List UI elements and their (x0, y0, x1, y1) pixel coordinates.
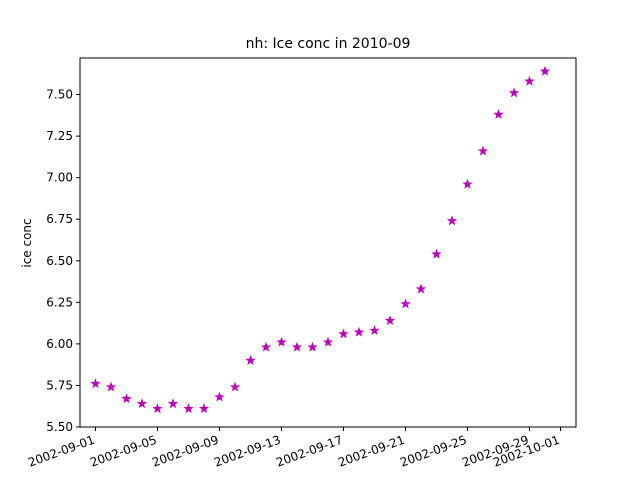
data-point (121, 393, 132, 404)
y-axis-label: ice conc (20, 218, 34, 267)
data-point (291, 341, 303, 352)
data-point (477, 145, 489, 156)
data-point (198, 403, 210, 414)
y-tick-label: 6.50 (46, 254, 73, 268)
x-tick-label: 2002-09-09 (150, 433, 220, 470)
data-point (229, 381, 241, 392)
data-point (431, 248, 442, 259)
data-point (90, 378, 101, 389)
x-tick-label: 2002-09-01 (26, 433, 96, 470)
data-point (214, 391, 225, 402)
x-tick-label: 2002-09-21 (336, 433, 406, 470)
data-point (353, 326, 365, 337)
data-point (415, 283, 427, 294)
y-tick-label: 7.00 (46, 171, 73, 185)
data-point (493, 109, 504, 119)
y-axis-ticks: 5.50 5.75 6.00 6.25 6.50 6.75 7.00 7.25 7.50 (46, 88, 80, 434)
plot-area (79, 57, 577, 428)
data-point (307, 341, 318, 352)
data-points (90, 65, 551, 414)
data-point (524, 75, 535, 86)
data-point (322, 336, 334, 347)
y-tick-label: 5.75 (46, 378, 73, 392)
data-point (369, 325, 380, 336)
data-point (400, 298, 411, 309)
x-axis-ticks: 2002-09-012002-09-052002-09-092002-09-13… (26, 427, 562, 470)
data-point (338, 328, 349, 339)
data-point (245, 355, 256, 365)
data-point (384, 315, 396, 326)
chart-title: nh: Ice conc in 2010-09 (246, 36, 411, 52)
data-point (167, 398, 179, 409)
y-tick-label: 6.75 (46, 212, 73, 226)
data-point (446, 215, 458, 226)
x-tick-label: 2002-09-25 (398, 433, 468, 470)
data-point (276, 336, 287, 347)
data-point (539, 65, 551, 76)
y-tick-label: 7.50 (46, 88, 73, 102)
y-tick-label: 6.00 (46, 337, 73, 351)
data-point (462, 178, 473, 189)
data-point (183, 403, 194, 414)
x-tick-label: 2002-09-05 (88, 433, 158, 470)
y-tick-label: 6.25 (46, 295, 73, 309)
y-tick-label: 7.25 (46, 129, 73, 143)
data-point (105, 381, 117, 392)
data-point (152, 403, 163, 414)
y-tick-label: 5.50 (46, 420, 73, 434)
x-tick-label: 2002-09-13 (212, 433, 282, 470)
x-tick-label: 2002-09-17 (274, 433, 344, 470)
data-point (508, 87, 520, 98)
data-point (260, 341, 272, 352)
data-point (136, 398, 148, 409)
